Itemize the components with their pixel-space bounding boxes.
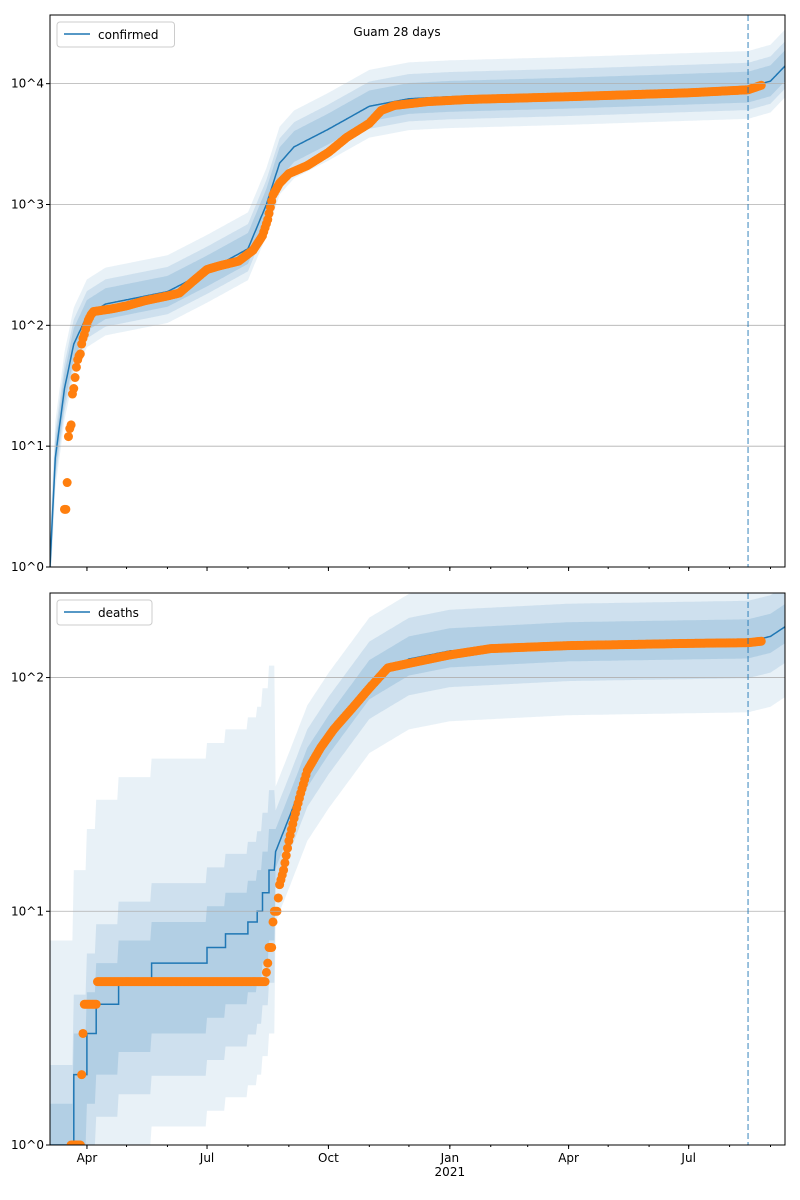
legend-box [56,21,175,48]
deaths-observed-point [268,917,278,927]
plot-area [50,29,785,567]
deaths-observed-point [267,942,277,952]
x-tick-label: Jul [680,1151,695,1165]
y-tick-label: 10^0 [11,1138,44,1152]
x-tick-label: Oct [318,1151,339,1165]
confirmed-observed-point [66,420,76,430]
deaths-observed-point [280,858,290,868]
y-tick-label: 10^4 [11,77,44,91]
axes-frame [49,14,786,568]
deaths-observed-point [273,893,283,903]
confirmed-observed-point [75,349,85,359]
deaths-band-0 [50,604,785,1145]
axes-frame [49,592,786,1146]
confirmed-panel: 10^0 10^1 10^2 10^3 10^4 confirmed Guam 28 day… [11,14,786,574]
deaths-observed-point [279,865,289,875]
x-tick-sublabel: 2021 [435,1165,466,1179]
legend-box [56,599,153,626]
confirmed-observed-point [756,80,766,90]
y-tick-label: 10^1 [11,439,44,453]
confirmed-observed-point [62,478,72,488]
legend-label: deaths [98,606,139,620]
y-tick-label: 10^1 [11,904,44,918]
deaths-observed-point [281,851,291,861]
deaths-band-2 [50,593,785,1145]
confirmed-observed-point [69,384,79,394]
x-tick-label: Apr [558,1151,579,1165]
x-tick-label: Apr [77,1151,98,1165]
deaths-band-1 [50,593,785,1145]
deaths-observed-point [260,977,270,987]
plot-area [50,593,785,1145]
deaths-observed-point [75,1140,85,1145]
deaths-legend: deaths [56,599,153,626]
legend-label: confirmed [98,28,159,42]
confirmed-observed-point [70,373,80,383]
deaths-observed-point [78,1028,88,1038]
confirmed-band-0 [50,50,785,567]
y-tick-label: 10^2 [11,671,44,685]
deaths-observed-point [77,1070,87,1080]
deaths-observed-point [756,636,766,646]
deaths-observed-point [261,967,271,977]
confirmed-legend: confirmed [56,21,175,48]
deaths-observed-point [91,999,101,1009]
y-tick-label: 10^2 [11,318,44,332]
deaths-observed-point [263,958,273,968]
x-tick-label: Jan [440,1151,460,1165]
y-tick-label: 10^0 [11,560,44,574]
confirmed-observed-point [71,362,81,372]
confirmed-observed-point [61,504,71,514]
x-tick-label: Jul [199,1151,214,1165]
chart-title: Guam 28 days [353,25,440,39]
confirmed-observed-point [63,432,73,442]
deaths-observed-point [283,843,293,853]
y-tick-label: 10^3 [11,197,44,211]
